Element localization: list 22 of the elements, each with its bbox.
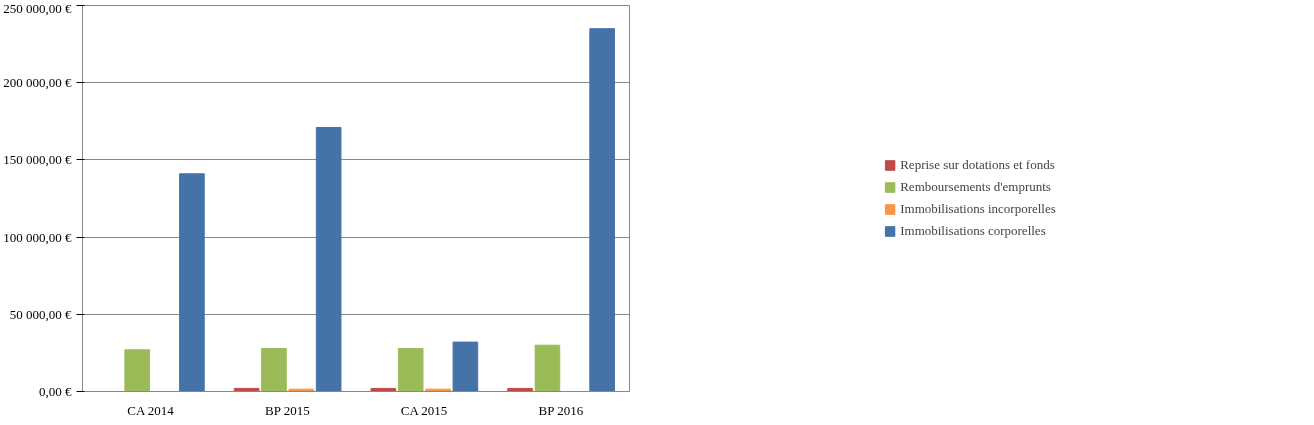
bar <box>534 344 561 392</box>
bar <box>315 126 342 392</box>
y-tick-label: 250 000,00 € <box>3 0 72 16</box>
x-tick-label: BP 2016 <box>538 402 584 418</box>
bar <box>261 348 287 392</box>
bar <box>589 28 615 392</box>
legend-label: Remboursements d'emprunts <box>900 179 1051 195</box>
x-tick-label: BP 2015 <box>265 402 310 418</box>
y-tick-label: 200 000,00 € <box>3 75 72 91</box>
bar <box>124 349 151 392</box>
y-tick-label: 50 000,00 € <box>9 306 72 322</box>
bar <box>179 173 205 392</box>
legend-label: Immobilisations incorporelles <box>900 201 1056 217</box>
x-tick-label: CA 2014 <box>127 402 175 418</box>
y-tick-label: 0,00 € <box>39 384 72 399</box>
legend-label: Reprise sur dotations et fonds <box>900 157 1055 173</box>
y-tick-label: 100 000,00 € <box>3 229 72 245</box>
bar <box>397 348 424 392</box>
x-tick-label: CA 2015 <box>400 402 448 418</box>
bar <box>452 341 479 392</box>
legend-label: Immobilisations corporelles <box>900 223 1046 239</box>
y-tick-label: 150 000,00 € <box>3 152 72 168</box>
